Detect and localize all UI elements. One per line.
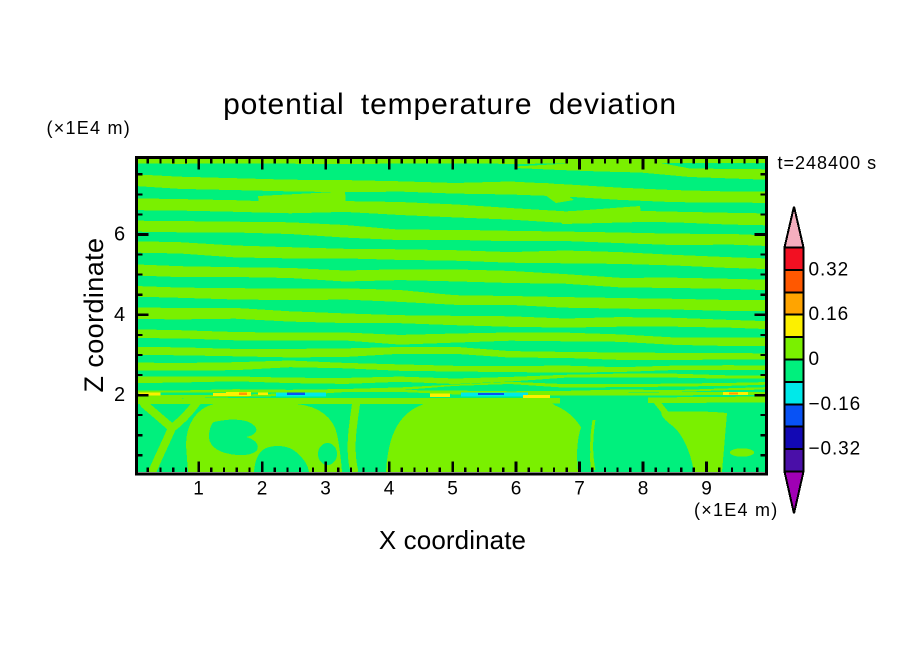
svg-text:6: 6 (114, 224, 125, 246)
svg-text:3: 3 (320, 478, 331, 499)
svg-text:t=248400 s: t=248400 s (778, 153, 878, 173)
svg-text:(×1E4 m): (×1E4 m) (694, 500, 779, 520)
svg-text:−0.16: −0.16 (809, 394, 862, 415)
svg-text:2: 2 (114, 384, 125, 406)
svg-text:6: 6 (511, 478, 522, 499)
svg-text:9: 9 (701, 478, 712, 499)
svg-text:X coordinate: X coordinate (379, 525, 526, 555)
svg-text:potential temperature deviatio: potential temperature deviation (223, 88, 677, 121)
svg-text:2: 2 (257, 478, 268, 499)
svg-text:4: 4 (114, 304, 125, 326)
svg-text:5: 5 (447, 478, 458, 499)
svg-text:−0.32: −0.32 (809, 439, 862, 460)
svg-text:(×1E4 m): (×1E4 m) (47, 118, 132, 138)
svg-text:7: 7 (574, 478, 585, 499)
svg-text:4: 4 (384, 478, 395, 499)
svg-text:1: 1 (193, 478, 204, 499)
svg-text:0.16: 0.16 (809, 304, 850, 325)
svg-text:8: 8 (638, 478, 649, 499)
svg-text:0: 0 (809, 349, 820, 370)
svg-text:Z coordinate: Z coordinate (79, 238, 109, 393)
svg-text:0.32: 0.32 (809, 259, 850, 280)
